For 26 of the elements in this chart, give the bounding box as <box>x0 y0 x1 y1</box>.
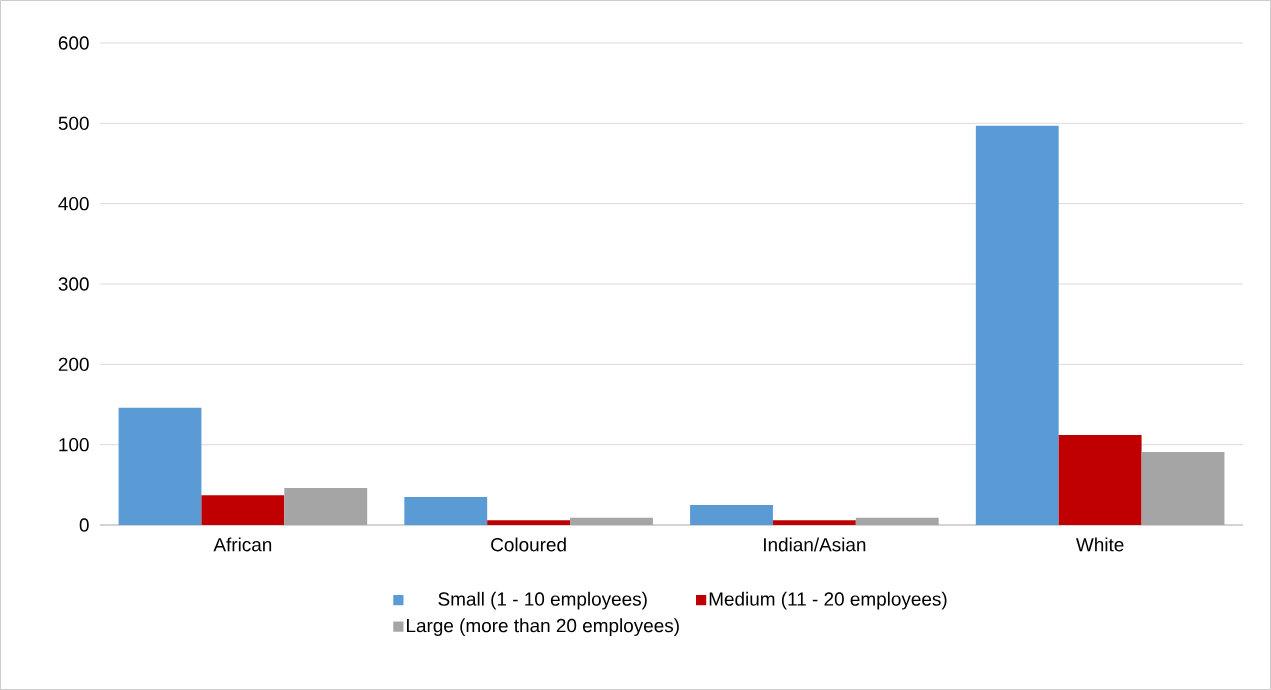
x-tick-label: Indian/Asian <box>764 537 866 552</box>
legend-label: Large (more than 20 employees) <box>407 618 679 636</box>
y-tick-label: 100 <box>59 437 89 452</box>
legend-label: Medium (11 - 20 employees) <box>709 591 947 610</box>
y-tick-label: 0 <box>79 518 89 532</box>
legend-label: Small (1 - 10 employees) <box>438 591 647 610</box>
bar <box>487 520 571 525</box>
y-tick-label: 300 <box>58 277 89 291</box>
bar <box>570 517 653 525</box>
x-tick-label: African <box>213 537 272 552</box>
bar <box>118 407 202 525</box>
bar <box>404 496 488 525</box>
bar <box>855 517 939 525</box>
y-tick-label: 600 <box>58 36 89 50</box>
y-tick-label: 200 <box>58 357 89 372</box>
y-tick-label: 500 <box>58 116 89 131</box>
bar <box>690 504 773 525</box>
x-tick-label: White <box>1076 537 1124 552</box>
bar <box>1058 435 1142 525</box>
bar <box>1141 451 1225 525</box>
bar <box>772 520 856 525</box>
bar <box>201 495 285 525</box>
y-tick-label: 400 <box>58 196 89 211</box>
bar <box>975 125 1059 525</box>
x-tick-label: Coloured <box>491 537 566 552</box>
bar <box>284 488 368 525</box>
